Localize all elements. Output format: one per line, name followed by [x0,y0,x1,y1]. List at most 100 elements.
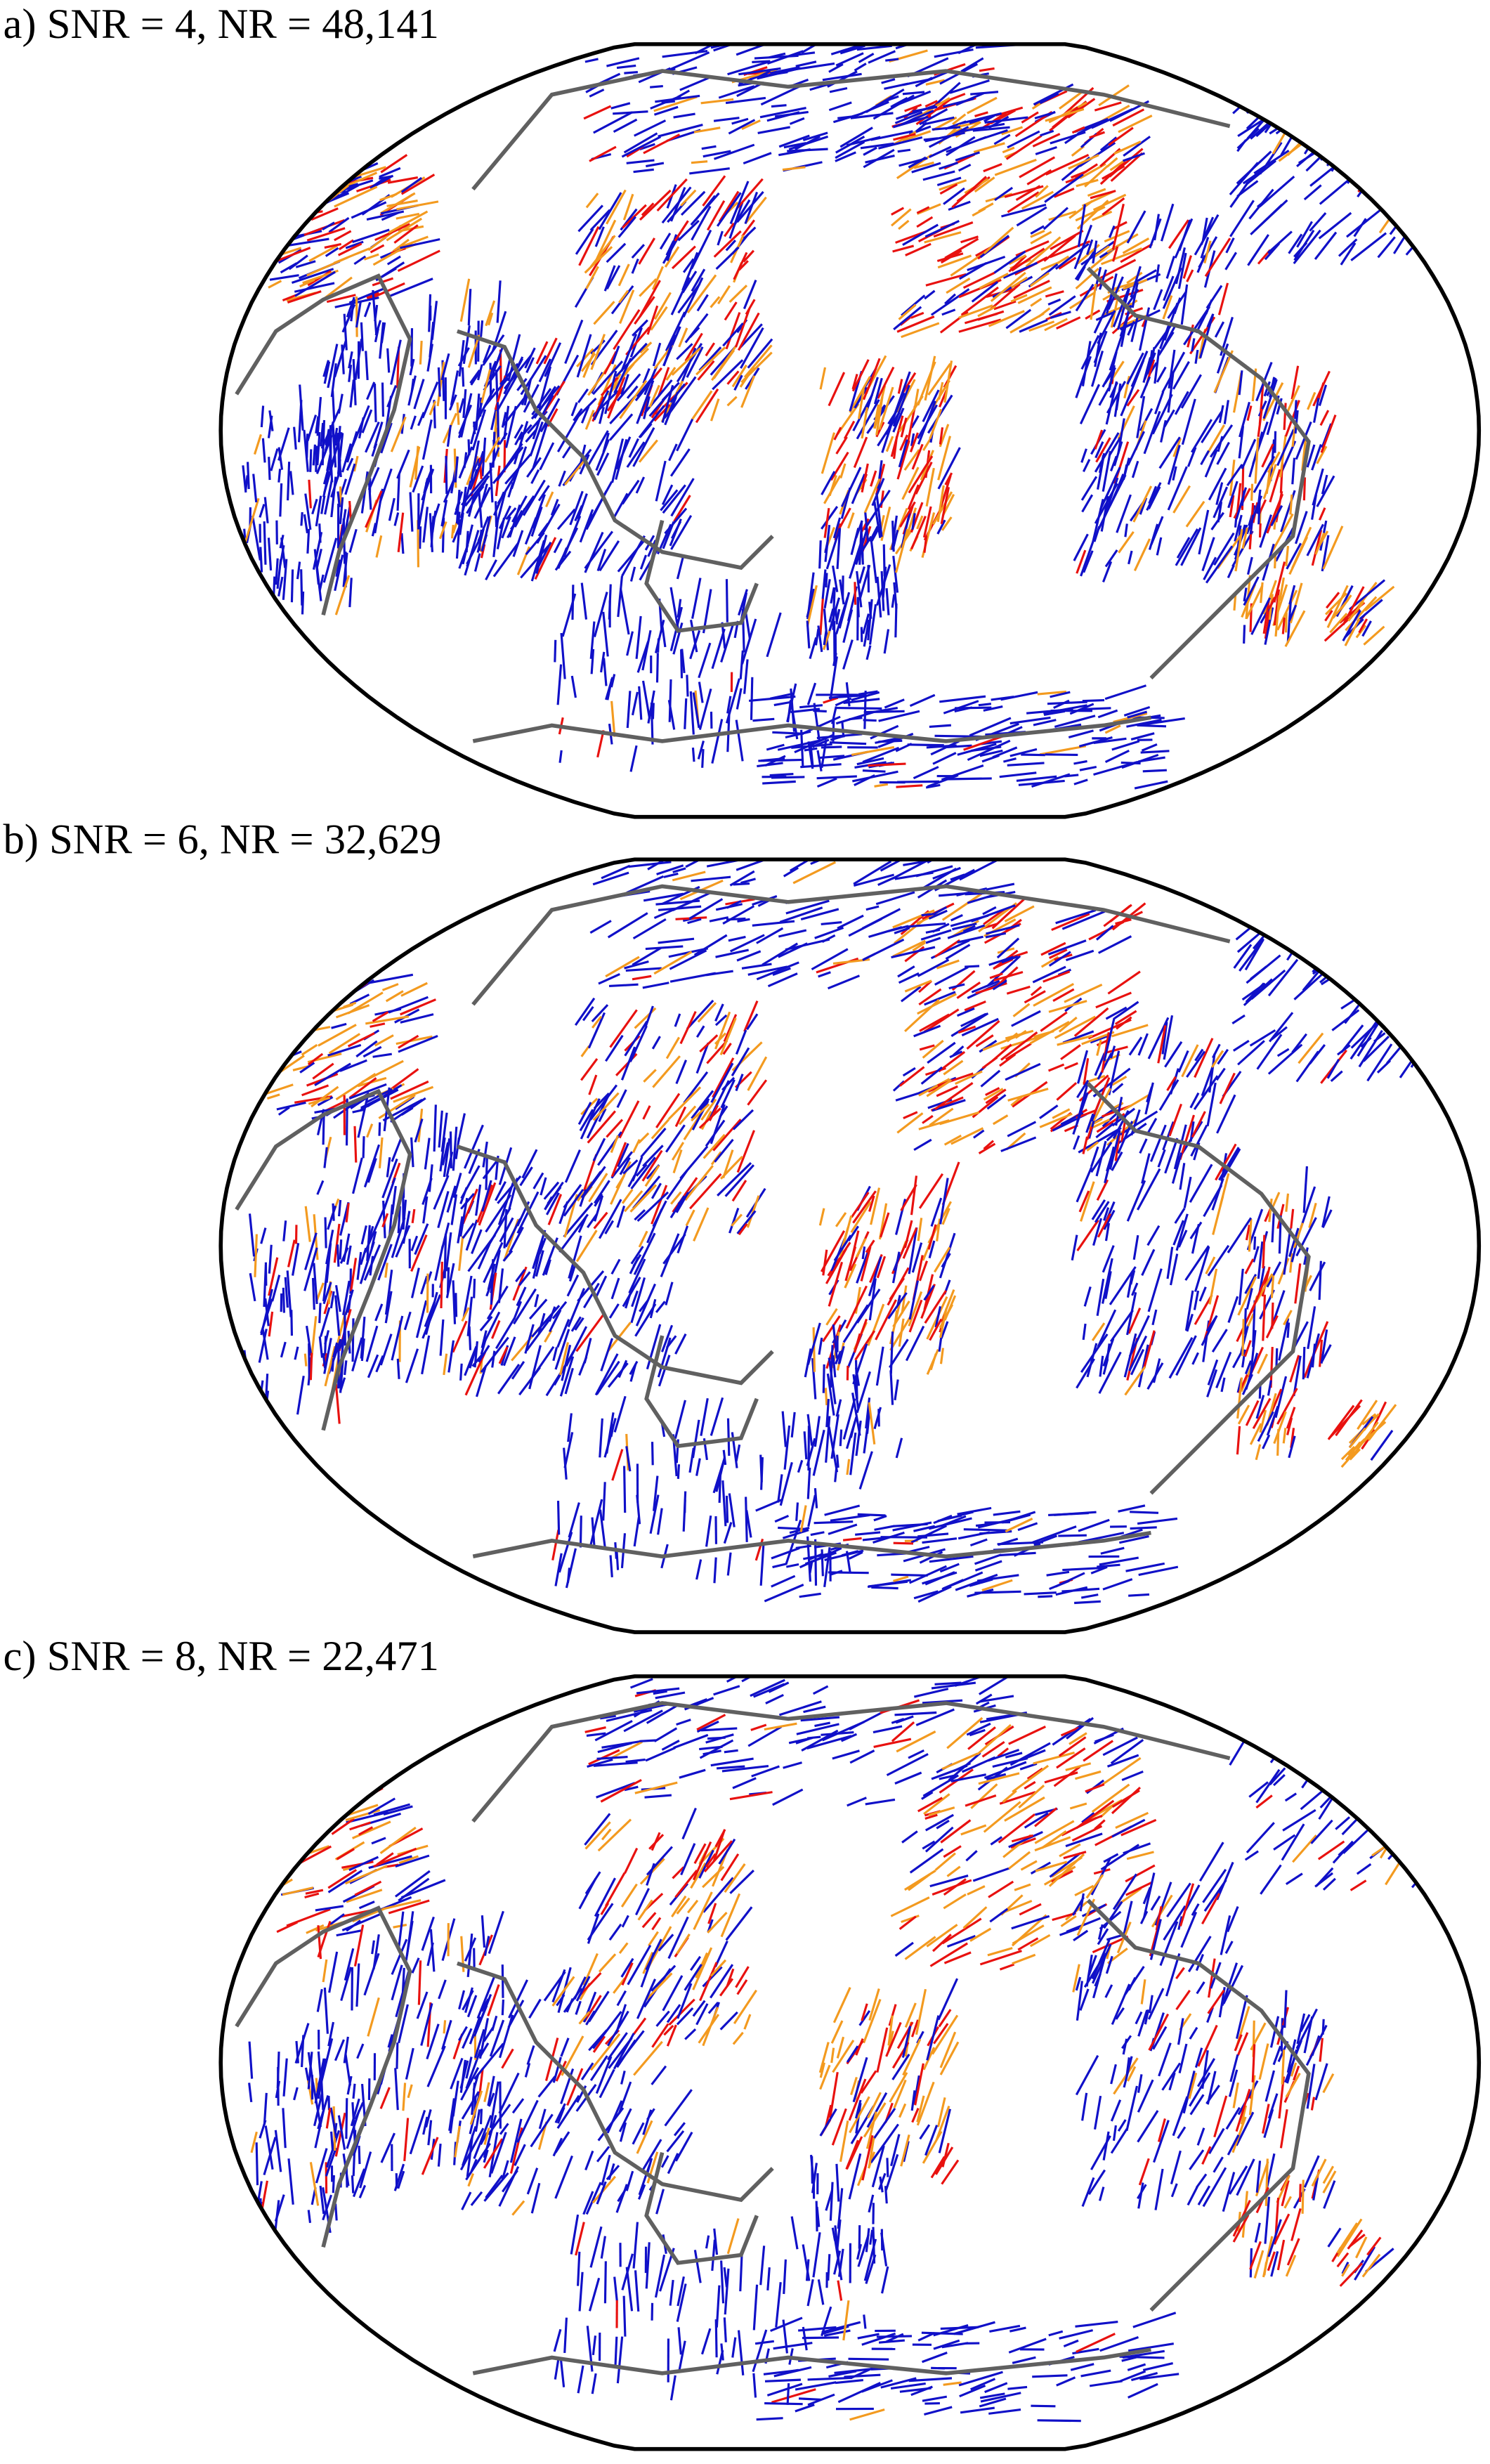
ray-path [691,229,712,270]
ray-path [339,1377,346,1392]
ray-path [889,1370,894,1405]
ray-path [725,1906,753,1941]
ray-path [1331,1009,1360,1031]
ray-path [346,1889,383,1903]
ray-path [747,965,788,976]
ray-path [756,961,799,981]
ray-path [689,620,698,653]
ray-path [1085,1874,1104,1899]
ray-path [929,724,951,729]
ray-path [1079,765,1097,771]
ray-path [1264,607,1274,645]
ray-path [1228,2069,1239,2097]
ray-path [996,937,1020,959]
ray-path [1283,1228,1292,1275]
ray-path [621,1189,634,1204]
ray-path [525,357,535,374]
ray-path [736,190,764,223]
ray-path [1091,1783,1130,1813]
ray-path [1060,1915,1077,1927]
ray-path [263,1844,293,1855]
ray-path [497,1175,522,1204]
ray-path [791,51,816,57]
ray-path [854,2099,862,2119]
ray-path [1262,1294,1267,1341]
ray-path [978,1142,996,1154]
ray-path [479,2108,483,2125]
ray-path [1240,2105,1248,2125]
ray-path [1019,1903,1042,1916]
ray-path [833,1234,852,1262]
ray-path [472,485,485,500]
ray-path [665,1282,674,1305]
ray-path [647,540,657,557]
ray-path [922,437,932,451]
ray-path [312,531,323,571]
ray-path [849,1421,856,1438]
ray-path [1126,1851,1154,1860]
ray-path [892,530,899,547]
ray-path [483,1311,501,1344]
ray-path [263,497,269,523]
ray-path [1361,1413,1377,1426]
ray-path [878,710,920,722]
ray-path [543,337,558,365]
ray-path [1236,139,1247,152]
ray-path [1060,1044,1081,1060]
ray-path [454,501,461,516]
ray-path [983,1088,1004,1101]
ray-path [620,374,629,396]
ray-path [630,1246,644,1265]
ray-path [894,913,932,944]
ray-path [264,1298,270,1326]
ray-path [1274,431,1277,453]
ray-path [462,389,467,418]
ray-path [739,323,763,348]
ray-path [684,2028,697,2040]
ray-path [821,934,836,944]
ray-path [1189,1092,1200,1109]
ray-path [1029,1934,1051,1948]
ray-path [926,1924,958,1948]
ray-path [311,498,318,515]
ray-path [422,1196,429,1224]
ray-path [282,1886,314,1896]
ray-path [947,924,986,939]
ray-path [391,1137,403,1162]
ray-path [981,754,1000,763]
ray-path [617,540,645,573]
ray-path [955,92,984,106]
ray-path [1094,101,1122,112]
ray-path [1140,1979,1146,2005]
ray-path [393,224,419,244]
ray-path [367,1797,396,1816]
ray-path [599,406,605,424]
ray-path [1266,377,1277,397]
ray-path [452,1280,457,1324]
ray-path [1083,1740,1114,1762]
ray-path [440,500,448,527]
ray-path [897,965,915,978]
ray-path [1125,2057,1130,2075]
ray-path [714,1011,731,1050]
ray-path [437,367,441,397]
ray-path [282,1287,286,1313]
ray-path [690,192,720,226]
ray-path [462,2125,477,2166]
ray-path [417,412,425,426]
ray-path [831,2108,847,2146]
ray-path [1292,104,1305,116]
ray-path [410,1137,414,1168]
ray-path [621,1962,634,1986]
ray-path [380,2132,396,2163]
ray-path [665,367,677,381]
ray-path [830,2047,835,2064]
ray-path [728,119,756,135]
ray-path [1357,107,1375,129]
ray-path [1203,1295,1220,1340]
ray-path [348,500,352,521]
ray-path [658,1934,674,1952]
ray-path [1062,1566,1104,1572]
ray-path [934,939,961,958]
ray-path [1251,2044,1256,2082]
